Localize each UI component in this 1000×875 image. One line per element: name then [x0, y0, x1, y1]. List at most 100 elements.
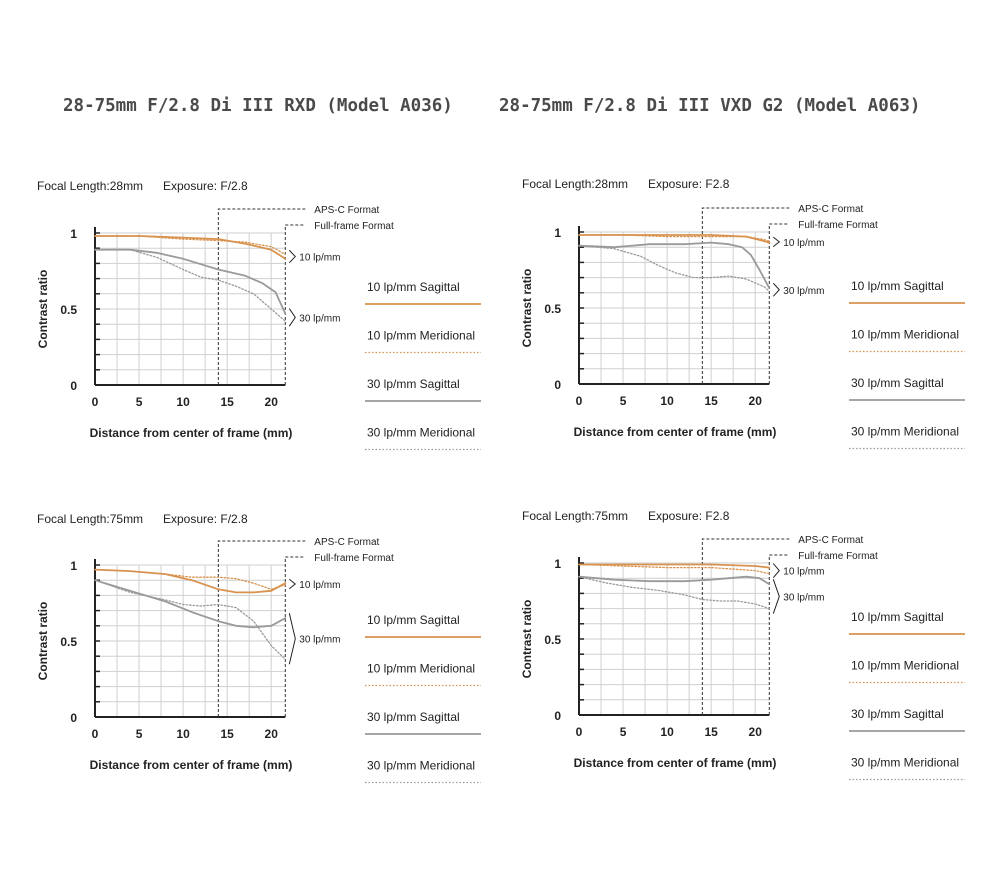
y-axis-label: Contrast ratio [520, 600, 534, 679]
legend-label-1: 10 lp/mm Sagittal [367, 613, 460, 627]
y-tick-label: 0.5 [60, 303, 77, 317]
legend-label-1: 10 lp/mm Sagittal [367, 280, 460, 294]
series-line-4 [578, 245, 770, 292]
legend-label-3: 30 lp/mm Sagittal [851, 376, 944, 390]
series-line-1 [578, 563, 771, 569]
x-tick-label: 0 [576, 725, 583, 739]
series-line-3 [578, 575, 771, 586]
chart-panel-4: Focal Length:75mm Exposure: F2.80 5 10 15 200… [520, 509, 965, 781]
fullframe-format-label: Full-frame Format [314, 553, 394, 564]
legend-label-3: 30 lp/mm Sagittal [851, 707, 944, 721]
fullframe-format-label: Full-frame Format [314, 221, 394, 232]
apsc-boundary [217, 208, 306, 385]
x-tick-label: 5 [136, 395, 143, 409]
x-tick-label: 15 [220, 395, 234, 409]
bracket-10lp-bracket [288, 578, 297, 590]
focal-length-label: Focal Length:75mm [37, 512, 143, 526]
bracket-30lp-bracket [772, 282, 780, 297]
bracket-10lp-bracket [772, 563, 780, 578]
series-line-2 [94, 235, 286, 255]
fullframe-boundary [284, 556, 306, 717]
legend-label-2: 10 lp/mm Meridional [851, 659, 959, 673]
bracket-10lp-bracket [772, 236, 781, 248]
y-tick-label: 0.5 [544, 302, 561, 316]
x-tick-label: 0 [576, 394, 583, 408]
y-tick-label: 1 [70, 559, 77, 573]
legend-label-4: 30 lp/mm Meridional [851, 425, 959, 439]
apsc-format-label: APS-C Format [798, 535, 863, 546]
series-line-2 [578, 234, 770, 242]
y-axis-label: Contrast ratio [520, 269, 534, 348]
legend-label-4: 30 lp/mm Meridional [367, 426, 475, 440]
x-tick-label: 15 [220, 727, 234, 741]
series-line-4 [94, 249, 286, 322]
legend-label-3: 30 lp/mm Sagittal [367, 377, 460, 391]
bracket-10lp-label: 10 lp/mm [299, 253, 340, 264]
bracket-10lp-bracket [288, 249, 296, 264]
focal-length-label: Focal Length:28mm [522, 177, 628, 191]
y-axis-label: Contrast ratio [36, 270, 50, 349]
apsc-boundary [217, 540, 306, 717]
title-right: 28-75mm F/2.8 Di III VXD G2 (Model A063) [499, 96, 921, 116]
y-tick-label: 1 [70, 227, 77, 241]
legend-label-1: 10 lp/mm Sagittal [851, 610, 944, 624]
x-axis-label: Distance from center of frame (mm) [90, 426, 293, 440]
exposure-label: Exposure: F/2.8 [163, 179, 248, 193]
y-axis-label: Contrast ratio [36, 602, 50, 681]
fullframe-format-label: Full-frame Format [798, 220, 878, 231]
x-axis-label: Distance from center of frame (mm) [574, 756, 777, 770]
legend-label-2: 10 lp/mm Meridional [367, 329, 475, 343]
title-left: 28-75mm F/2.8 Di III RXD (Model A036) [63, 96, 453, 116]
fullframe-boundary [284, 224, 306, 385]
x-tick-label: 15 [704, 725, 718, 739]
bracket-10lp-label: 10 lp/mm [783, 567, 824, 578]
fullframe-format-label: Full-frame Format [798, 551, 878, 562]
x-tick-label: 10 [176, 727, 190, 741]
chart-panel-3: Focal Length:75mm Exposure: F/2.80 5 10 15 20… [36, 512, 481, 784]
apsc-format-label: APS-C Format [314, 205, 379, 216]
apsc-format-label: APS-C Format [798, 204, 863, 215]
x-tick-label: 5 [620, 725, 627, 739]
legend-label-4: 30 lp/mm Meridional [851, 756, 959, 770]
fullframe-boundary [768, 223, 790, 384]
x-tick-label: 10 [660, 394, 674, 408]
bracket-30lp-label: 30 lp/mm [299, 313, 340, 324]
series-line-4 [94, 579, 286, 660]
y-tick-label: 0.5 [60, 635, 77, 649]
bracket-30lp-bracket [772, 579, 780, 614]
series-line-3 [94, 248, 287, 315]
x-tick-label: 0 [92, 727, 99, 741]
bracket-10lp-label: 10 lp/mm [783, 238, 824, 249]
x-tick-label: 5 [136, 727, 143, 741]
exposure-label: Exposure: F2.8 [648, 509, 730, 523]
y-tick-label: 0 [70, 711, 77, 725]
x-tick-label: 5 [620, 394, 627, 408]
bracket-30lp-label: 30 lp/mm [783, 286, 824, 297]
x-axis-label: Distance from center of frame (mm) [574, 425, 777, 439]
series-line-2 [578, 563, 770, 575]
bracket-30lp-bracket [288, 308, 296, 327]
exposure-label: Exposure: F2.8 [648, 177, 730, 191]
legend-label-3: 30 lp/mm Sagittal [367, 710, 460, 724]
apsc-format-label: APS-C Format [314, 537, 379, 548]
series-line-3 [94, 579, 287, 629]
series-line-4 [578, 576, 770, 610]
x-axis-label: Distance from center of frame (mm) [90, 758, 293, 772]
bracket-30lp-label: 30 lp/mm [299, 635, 340, 646]
x-tick-label: 10 [660, 725, 674, 739]
x-tick-label: 20 [265, 727, 279, 741]
x-tick-label: 0 [92, 395, 99, 409]
legend-label-2: 10 lp/mm Meridional [851, 328, 959, 342]
x-tick-label: 20 [749, 394, 763, 408]
legend-label-4: 30 lp/mm Meridional [367, 759, 475, 773]
legend-label-2: 10 lp/mm Meridional [367, 662, 475, 676]
legend-label-1: 10 lp/mm Sagittal [851, 279, 944, 293]
bracket-30lp-bracket [288, 613, 296, 665]
y-tick-label: 0 [70, 379, 77, 393]
focal-length-label: Focal Length:75mm [522, 509, 628, 523]
chart-panel-2: Focal Length:28mm Exposure: F2.80 5 10 15 200… [520, 177, 965, 450]
focal-length-label: Focal Length:28mm [37, 179, 143, 193]
bracket-30lp-label: 30 lp/mm [783, 592, 824, 603]
apsc-boundary [701, 538, 790, 715]
